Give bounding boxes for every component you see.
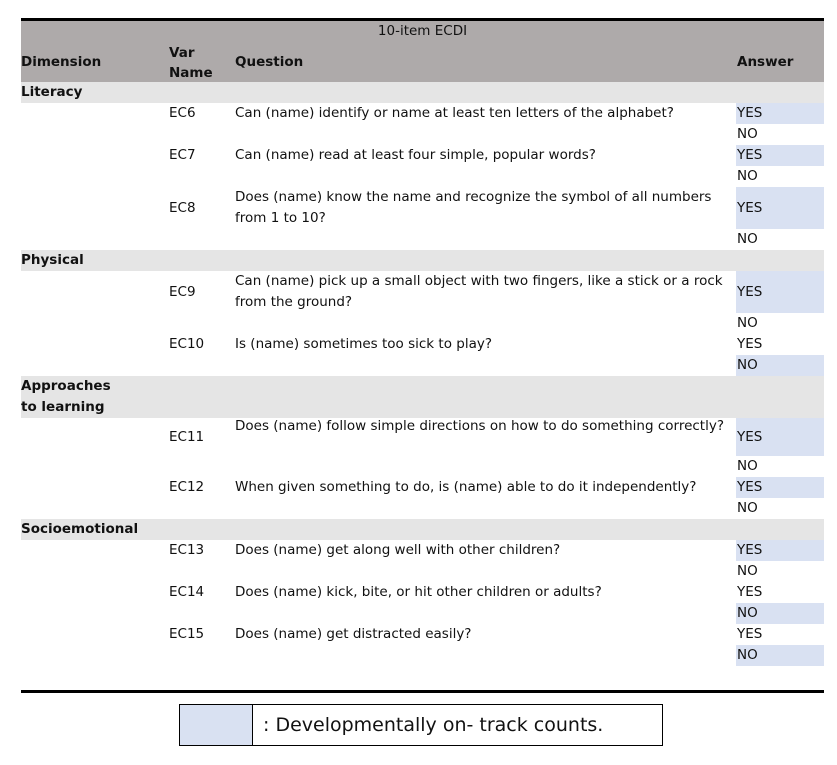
answer-option: NO [737, 126, 758, 142]
legend-text: : Developmentally on- track counts. [263, 714, 604, 736]
header-dimension: Dimension [21, 54, 102, 70]
answer-option: YES [737, 336, 763, 352]
answer-option: YES [736, 271, 824, 313]
header-var-name: Var Name [169, 45, 213, 81]
legend: : Developmentally on- track counts. [179, 704, 663, 746]
answer-option: NO [737, 231, 758, 247]
var-name: EC8 [169, 199, 196, 216]
var-name: EC13 [169, 542, 205, 558]
question-text: Can (name) pick up a small object with t… [235, 273, 723, 310]
answer-option: NO [736, 603, 824, 624]
table-row: EC7 Can (name) read at least four simple,… [21, 145, 824, 187]
answer-option: NO [737, 168, 758, 184]
top-rule [21, 18, 824, 21]
table-header: 10-item ECDI Dimension Var Name Question… [21, 21, 824, 82]
table-row: EC8 Does (name) know the name and recogni… [21, 187, 824, 250]
section-heading: Approaches to learning [21, 376, 824, 418]
var-name: EC7 [169, 147, 196, 163]
answer-option: YES [736, 187, 824, 229]
section-heading: Socioemotional [21, 519, 824, 540]
question-text: When given something to do, is (name) ab… [235, 479, 697, 495]
answer-option: NO [736, 645, 824, 666]
var-name: EC11 [169, 428, 205, 445]
answer-option: NO [737, 315, 758, 331]
header-question: Question [235, 54, 304, 70]
table-row: EC14 Does (name) kick, bite, or hit other… [21, 582, 824, 624]
table-row: EC15 Does (name) get distracted easily? YE… [21, 624, 824, 666]
var-name: EC10 [169, 336, 205, 352]
question-text: Does (name) follow simple directions on … [235, 418, 724, 434]
table-row: EC12 When given something to do, is (name… [21, 477, 824, 519]
table-row: EC13 Does (name) get along well with othe… [21, 540, 824, 582]
var-name: EC6 [169, 105, 196, 121]
table-row: EC10 Is (name) sometimes too sick to play… [21, 334, 824, 376]
answer-option: YES [737, 626, 763, 642]
var-name: EC9 [169, 283, 196, 300]
table-body: Literacy EC6 Can (name) identify or name a… [21, 82, 824, 666]
answer-option: NO [737, 563, 758, 579]
question-text: Can (name) read at least four simple, po… [235, 147, 596, 163]
bottom-rule [21, 690, 824, 693]
table-row: EC11 Does (name) follow simple directions… [21, 418, 824, 477]
question-text: Is (name) sometimes too sick to play? [235, 336, 493, 352]
question-text: Does (name) get along well with other ch… [235, 542, 561, 558]
question-text: Can (name) identify or name at least ten… [235, 105, 674, 121]
answer-option: YES [736, 477, 824, 498]
table-title: 10-item ECDI [377, 23, 468, 39]
var-name: EC15 [169, 626, 205, 642]
header-answer: Answer [737, 54, 794, 70]
question-text: Does (name) know the name and recognize … [235, 189, 712, 226]
answer-option: NO [737, 458, 758, 474]
answer-option: NO [736, 355, 824, 376]
answer-option: NO [737, 500, 758, 516]
table-row: EC6 Can (name) identify or name at least … [21, 103, 824, 145]
answer-option: YES [736, 540, 824, 561]
answer-option: YES [737, 584, 763, 600]
question-text: Does (name) get distracted easily? [235, 626, 472, 642]
section-heading: Physical [21, 250, 824, 271]
ecdi-table: 10-item ECDI Dimension Var Name Question… [21, 18, 824, 666]
answer-option: YES [736, 418, 824, 456]
var-name: EC14 [169, 584, 205, 600]
section-heading: Literacy [21, 82, 824, 103]
answer-option: YES [736, 103, 824, 124]
question-text: Does (name) kick, bite, or hit other chi… [235, 584, 602, 600]
legend-swatch [180, 705, 253, 745]
var-name: EC12 [169, 479, 205, 495]
answer-option: YES [736, 145, 824, 166]
section-heading-label: Approaches to learning [21, 378, 111, 415]
table-row: EC9 Can (name) pick up a small object wit… [21, 271, 824, 334]
